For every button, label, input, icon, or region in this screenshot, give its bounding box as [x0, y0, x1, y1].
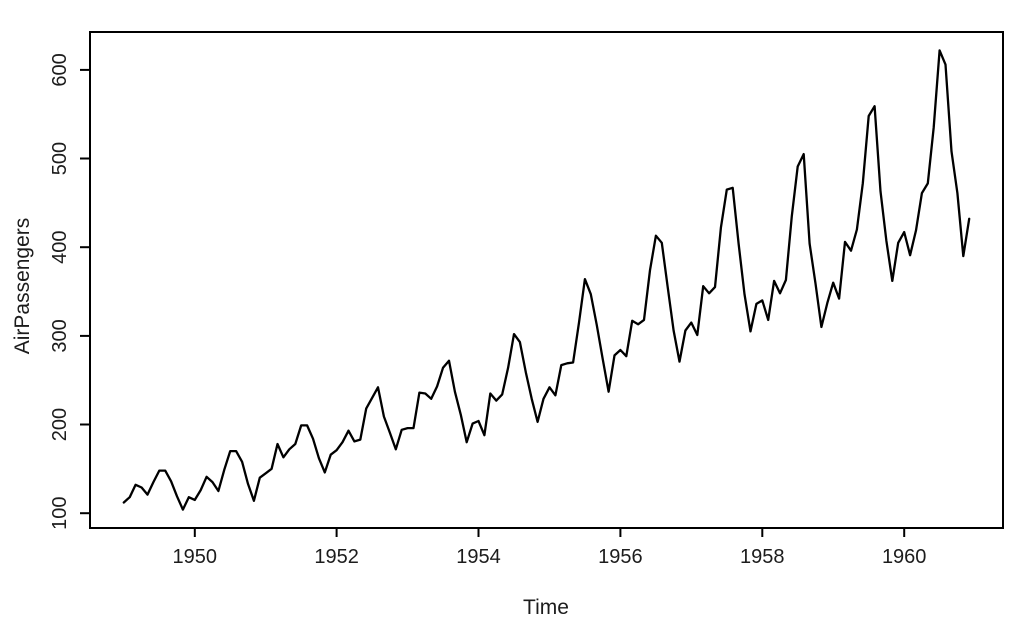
- x-tick-label: 1954: [456, 546, 501, 568]
- y-tick-label: 300: [49, 319, 71, 352]
- x-tick-label: 1956: [598, 546, 643, 568]
- y-tick-label: 400: [49, 231, 71, 264]
- y-tick-label: 100: [49, 497, 71, 530]
- y-axis: 100 200 300 400 500 600: [49, 53, 90, 530]
- airpassengers-series-line: [122, 49, 971, 511]
- x-axis-title: Time: [523, 596, 569, 619]
- y-tick-label: 200: [49, 408, 71, 441]
- x-tick-label: 1952: [314, 546, 359, 568]
- x-tick-label: 1960: [882, 546, 927, 568]
- x-axis: 1950 1952 1954 1956 1958 1960: [173, 528, 927, 568]
- plot-border: [89, 31, 1004, 529]
- y-tick-label: 500: [49, 142, 71, 175]
- y-tick-label: 600: [49, 53, 71, 86]
- x-tick-label: 1958: [740, 546, 785, 568]
- y-axis-title: AirPassengers: [11, 218, 34, 355]
- x-tick-label: 1950: [173, 546, 218, 568]
